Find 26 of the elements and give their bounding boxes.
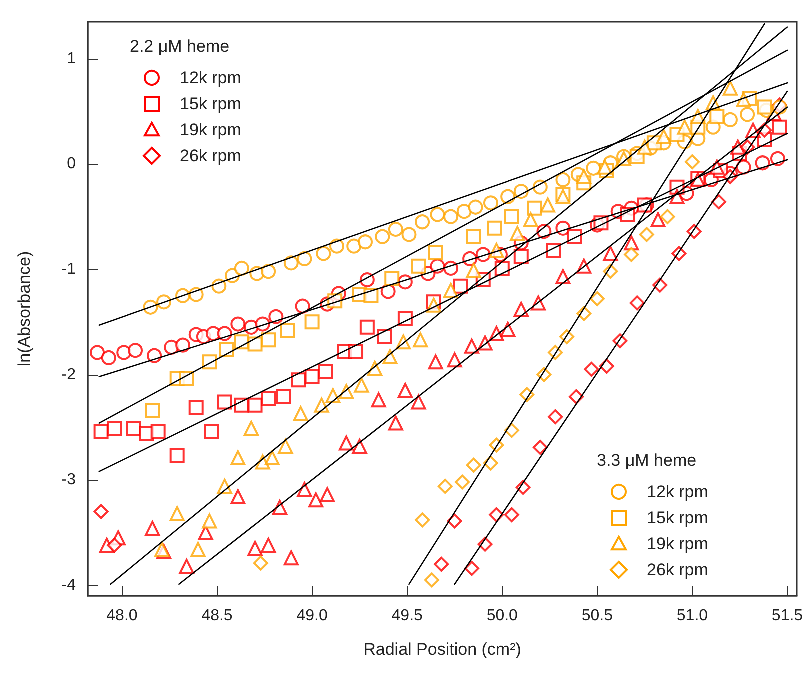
annotation: 2.2 μM heme [130, 37, 230, 56]
legend-label: 12k rpm [180, 68, 242, 88]
y-tick-label: -3 [62, 472, 76, 489]
y-tick-label: 1 [67, 50, 76, 68]
legend-label: 26k rpm [647, 560, 708, 580]
x-tick-label: 50.0 [486, 608, 518, 624]
y-tick-label: -2 [62, 366, 76, 384]
legend-label: 19k rpm [180, 120, 242, 140]
x-tick-label: 50.5 [582, 608, 614, 624]
y-tick-label: -4 [62, 576, 76, 594]
legend-label: 15k rpm [180, 94, 242, 114]
x-tick-label: 48.0 [106, 608, 138, 624]
y-axis-title: ln(Absorbance) [15, 251, 34, 367]
x-axis-title: Radial Position (cm²) [364, 640, 522, 659]
legend-label: 12k rpm [647, 482, 708, 502]
x-tick-label: 49.0 [296, 608, 328, 624]
y-tick-label: -1 [62, 261, 76, 278]
legend-label: 19k rpm [647, 534, 708, 554]
legend-label: 26k rpm [180, 146, 242, 166]
annotation: 3.3 μM heme [597, 451, 697, 470]
legend-label: 15k rpm [647, 508, 708, 528]
y-tick-label: 0 [67, 156, 76, 173]
x-tick-label: 49.5 [392, 608, 424, 624]
x-tick-label: 48.5 [202, 608, 233, 624]
x-tick-label: 51.0 [676, 608, 708, 624]
x-tick-label: 51.5 [772, 608, 804, 624]
